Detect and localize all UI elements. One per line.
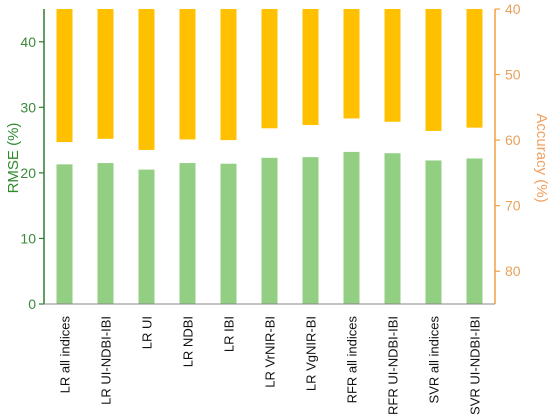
category-label: LR VgNIR-BI xyxy=(304,316,319,391)
category-label: LR all indices xyxy=(58,316,73,394)
category-label: SVR all indices xyxy=(427,316,442,404)
accuracy-bar xyxy=(138,9,155,150)
y-tick-label-left: 0 xyxy=(28,296,36,312)
rmse-bar xyxy=(261,157,278,304)
rmse-bar xyxy=(466,158,483,304)
y-tick-label-right: 70 xyxy=(505,198,521,214)
bars-layer xyxy=(56,9,483,304)
labels-layer: LR all indices LR UI-NDBI-IBI LR UI LR NDBI… xyxy=(20,1,520,415)
y-axis-label-left: RMSE (%) xyxy=(5,123,22,194)
y-axis-label-right: Accuracy (%) xyxy=(533,113,550,202)
y-tick-label-right: 40 xyxy=(505,1,521,17)
category-label: RFR UI-NDBI-IBI xyxy=(386,316,401,415)
y-tick-label-right: 60 xyxy=(505,132,521,148)
y-tick-label-right: 80 xyxy=(505,263,521,279)
category-label: RFR all indices xyxy=(345,316,360,404)
category-label: LR UI xyxy=(140,316,155,349)
accuracy-bar xyxy=(384,9,401,122)
rmse-bar xyxy=(179,163,196,304)
category-label: SVR UI-NDBI-IBI xyxy=(468,316,483,415)
rmse-bar xyxy=(138,169,155,304)
y-tick-label-left: 20 xyxy=(20,165,36,181)
y-tick-label-left: 40 xyxy=(20,34,36,50)
rmse-bar xyxy=(302,157,319,304)
y-tick-label-right: 50 xyxy=(505,67,521,83)
y-tick-label-left: 10 xyxy=(20,230,36,246)
rmse-bar xyxy=(56,164,73,304)
rmse-bar xyxy=(425,160,442,304)
accuracy-bar xyxy=(56,9,73,143)
rmse-bar xyxy=(220,163,237,304)
accuracy-bar xyxy=(97,9,114,139)
accuracy-bar xyxy=(179,9,196,140)
category-label: LR IBI xyxy=(222,316,237,352)
accuracy-bar xyxy=(466,9,483,128)
accuracy-bar xyxy=(425,9,442,131)
rmse-bar xyxy=(343,151,360,304)
category-label: LR UI-NDBI-IBI xyxy=(99,316,114,405)
accuracy-bar xyxy=(220,9,237,141)
rmse-bar xyxy=(384,153,401,304)
accuracy-bar xyxy=(261,9,278,129)
rmse-bar xyxy=(97,163,114,304)
category-label: LR VrNIR-BI xyxy=(263,316,278,388)
axes-layer xyxy=(39,8,500,305)
y-tick-label-left: 30 xyxy=(20,99,36,115)
accuracy-bar xyxy=(302,9,319,126)
accuracy-bar xyxy=(343,9,360,119)
category-label: LR NDBI xyxy=(181,316,196,367)
